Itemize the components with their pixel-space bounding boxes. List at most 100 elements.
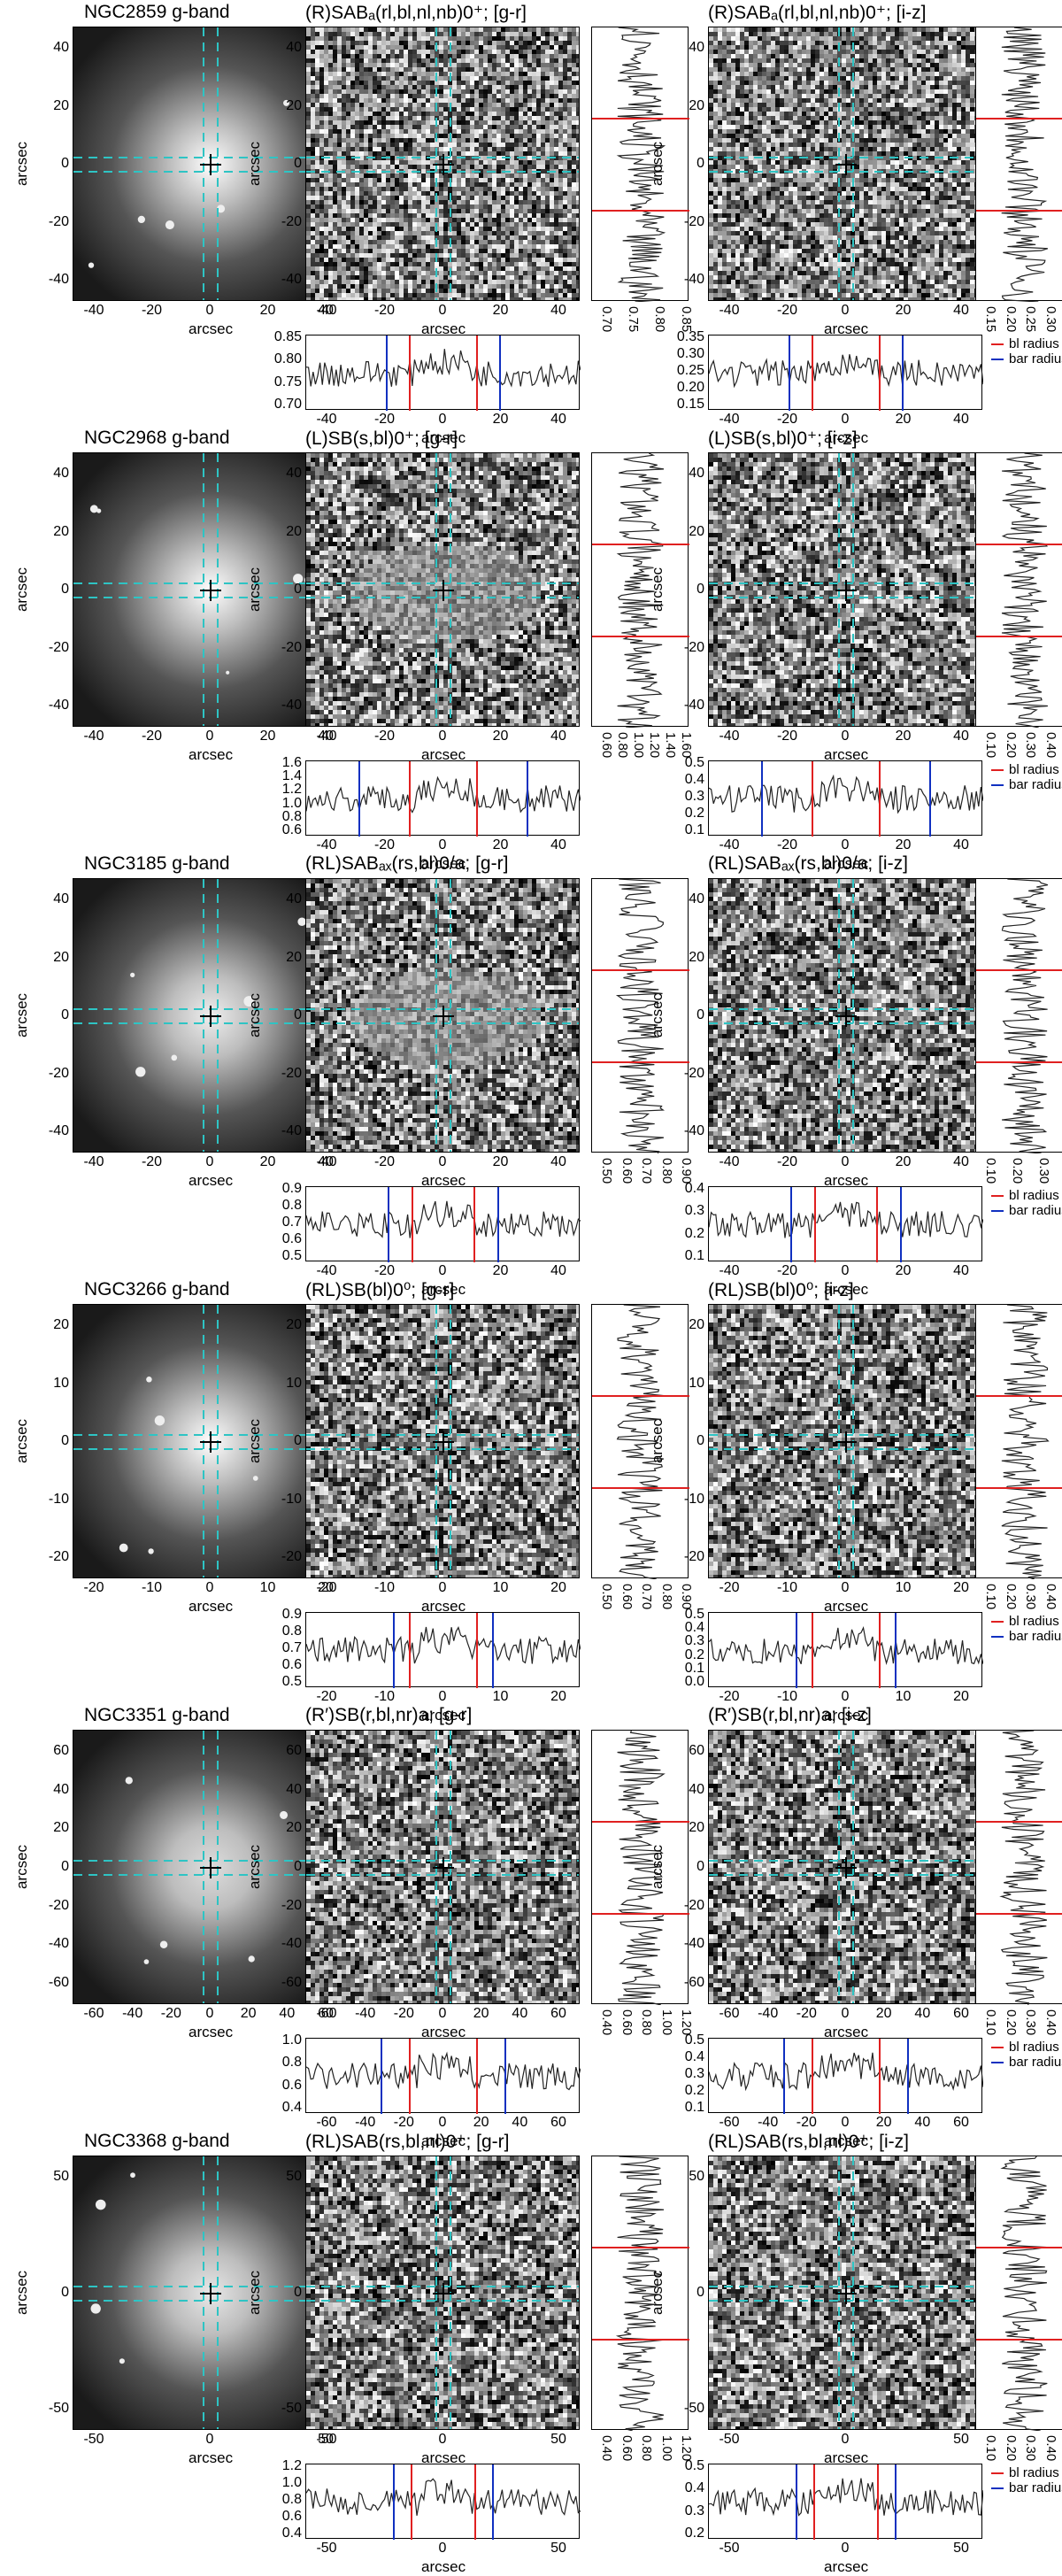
x-tick-label: -20 [789, 2115, 824, 2131]
x-tick-label: -40 [712, 412, 747, 428]
x-tick-label: 50 [541, 2432, 576, 2448]
x-tick-label: 20 [541, 1689, 576, 1705]
legend-bar-swatch [991, 1636, 1004, 1638]
profile-tick-label: 0.6 [272, 1231, 302, 1247]
iz-horizontal-profile [708, 760, 982, 836]
y-tick-label: -20 [674, 640, 704, 656]
profile-tick-label: 0.3 [674, 1203, 704, 1219]
iz-color-map-svg [709, 27, 982, 301]
profile-tick-label: 0.30 [1023, 2435, 1038, 2461]
y-tick-label: 0 [272, 1433, 302, 1449]
y-tick-label: -60 [272, 1975, 302, 1991]
star [119, 2358, 125, 2364]
iz-horizontal-profile [708, 335, 982, 410]
y-tick-label: -40 [272, 698, 302, 713]
x-tick-label: -40 [76, 1154, 112, 1170]
y-tick-label: 0 [272, 156, 302, 172]
x-tick-label: -20 [367, 303, 403, 319]
y-tick-label: 20 [674, 1317, 704, 1333]
x-tick-label: -20 [770, 837, 805, 853]
x-tick-label: 10 [483, 1580, 519, 1596]
x-tick-label: 0 [425, 1580, 460, 1596]
y-axis-label: arcsec [649, 993, 666, 1037]
y-tick-label: 0 [674, 582, 704, 598]
profile-tick-label: 0.10 [983, 732, 998, 758]
x-tick-label: 40 [541, 412, 576, 428]
x-tick-label: 40 [943, 1154, 979, 1170]
iz-vertical-profile [975, 878, 1062, 1153]
x-tick-label: -20 [135, 303, 170, 319]
x-tick-label: 0 [192, 1580, 227, 1596]
profile-tick-label: 0.40 [1043, 732, 1058, 758]
x-tick-label: -20 [386, 2006, 421, 2022]
y-tick-label: 20 [39, 950, 69, 966]
profile-tick-label: 0.25 [1023, 306, 1038, 332]
x-tick-label: -10 [367, 1689, 403, 1705]
profile-tick-label: 0.8 [272, 2492, 302, 2508]
profile-line [306, 349, 581, 387]
profile-tick-label: 0.5 [272, 1674, 302, 1690]
y-tick-label: 40 [674, 40, 704, 56]
star [146, 1377, 152, 1383]
x-tick-label: -20 [367, 837, 403, 853]
x-tick-label: -20 [367, 1154, 403, 1170]
x-tick-label: 20 [886, 1154, 921, 1170]
y-tick-label: 20 [272, 98, 302, 114]
x-tick-label: 40 [943, 412, 979, 428]
galaxy-title: NGC2859 g-band [84, 2, 217, 23]
y-axis-label: arcsec [649, 142, 666, 186]
x-tick-label: 20 [483, 837, 519, 853]
gr-map-title: (RL)SB(bl)0⁰; [g-r] [305, 1279, 454, 1301]
y-tick-label: -40 [39, 272, 69, 288]
x-tick-label: 40 [269, 2006, 304, 2022]
star [119, 1544, 128, 1553]
y-tick-label: 50 [674, 2169, 704, 2185]
x-tick-label: 0 [425, 1263, 460, 1279]
iz-vertical-profile [975, 27, 1062, 301]
star [160, 1940, 168, 1948]
profile-tick-label: 0.30 [1023, 732, 1038, 758]
y-tick-label: 0 [39, 2285, 69, 2301]
gr-color-map [305, 878, 580, 1153]
profile-tick-label: 0.10 [983, 2009, 998, 2035]
x-tick-label: -20 [789, 2006, 824, 2022]
y-tick-label: -20 [39, 1549, 69, 1565]
legend-bl-radius: bl radius [991, 762, 1062, 777]
y-tick-label: 40 [272, 891, 302, 907]
x-tick-label: 0 [425, 2432, 460, 2448]
profile-tick-label: 1.0 [272, 2032, 302, 2048]
profile-tick-label: 0.60 [620, 1158, 635, 1184]
profile-tick-label: 0.20 [674, 380, 704, 396]
x-tick-label: -40 [348, 2115, 383, 2131]
x-tick-label: -40 [309, 837, 344, 853]
galaxy-title: NGC3185 g-band [84, 853, 217, 875]
x-tick-label: -20 [712, 1580, 747, 1596]
profile-tick-label: 1.60 [679, 732, 694, 758]
legend-bl-radius: bl radius [991, 1188, 1062, 1203]
y-tick-label: 50 [272, 2169, 302, 2185]
profile-tick-label: 1.00 [659, 2009, 674, 2035]
profile-tick-label: 0.6 [272, 1657, 302, 1673]
y-tick-label: 0 [272, 1007, 302, 1023]
profile-line [306, 1201, 581, 1238]
y-tick-label: -20 [272, 1898, 302, 1914]
legend-bar-label: bar radius [1009, 1629, 1062, 1644]
legend-bl-swatch [991, 2472, 1004, 2474]
gr-color-map [305, 2156, 580, 2430]
iz-color-map-svg [709, 1305, 982, 1578]
star [148, 1548, 153, 1554]
legend-bl-label: bl radius [1009, 762, 1059, 777]
y-axis-label: arcsec [246, 1419, 264, 1463]
profile-tick-label: 0.20 [1004, 2435, 1019, 2461]
profile-tick-label: 0.5 [674, 755, 704, 771]
x-tick-label: -10 [135, 1580, 170, 1596]
x-tick-label: 0 [192, 729, 227, 744]
y-tick-label: 40 [39, 40, 69, 56]
star [96, 2200, 106, 2210]
profile-tick-label: 0.8 [272, 1623, 302, 1639]
x-tick-label: -20 [76, 1580, 112, 1596]
y-tick-label: -20 [272, 1549, 302, 1565]
x-tick-label: -40 [309, 303, 344, 319]
x-tick-label: 50 [943, 2432, 979, 2448]
